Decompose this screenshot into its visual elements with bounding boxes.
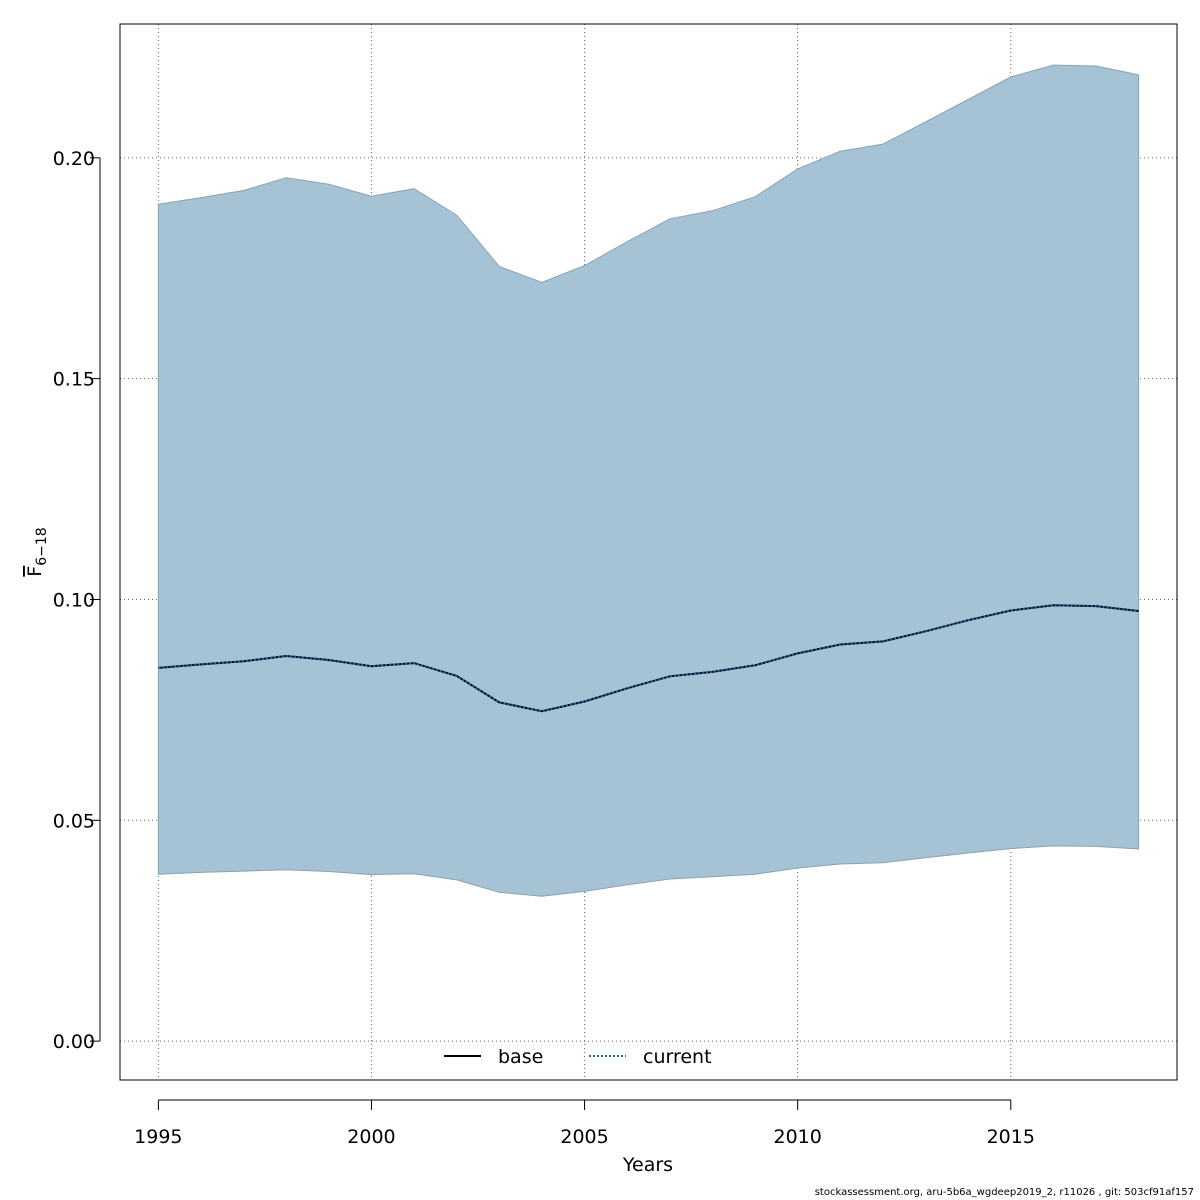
confidence-band-layer — [157, 64, 1140, 897]
x-tick-label-2000: 2000 — [347, 1126, 395, 1148]
x-axis-title: Years — [622, 1154, 673, 1176]
y-axis-title-main: F — [24, 566, 46, 577]
legend-label-base: base — [498, 1046, 543, 1068]
x-tick-label-2005: 2005 — [560, 1126, 608, 1148]
confidence-band — [157, 64, 1140, 897]
y-axis-title-subscript: 6−18 — [34, 527, 50, 565]
y-tick-label-0.00: 0.00 — [53, 1031, 95, 1053]
y-tick-label-0.15: 0.15 — [53, 369, 95, 391]
plot-frame — [119, 23, 1178, 1081]
svg-text:F6−18: F6−18 — [24, 527, 50, 576]
x-tick-label-1995: 1995 — [134, 1126, 182, 1148]
y-tick-label-0.20: 0.20 — [53, 148, 95, 170]
series-layer — [158, 604, 1139, 713]
legend-label-current: current — [643, 1046, 712, 1068]
footer-note: stockassessment.org, aru-5b6a_wgdeep2019… — [814, 1187, 1194, 1198]
x-tick-label-2015: 2015 — [987, 1126, 1035, 1148]
series-line-current — [158, 604, 1139, 713]
y-axis-title: F6−18 — [24, 527, 50, 576]
legend: base current — [444, 1046, 712, 1068]
y-tick-label-0.10: 0.10 — [53, 589, 95, 611]
x-tick-label-2010: 2010 — [773, 1126, 821, 1148]
y-tick-label-0.05: 0.05 — [53, 810, 95, 832]
axes-layer: 1995 2000 2005 2010 2015 0.00 0.05 0.10 0.15 0.20 — [53, 23, 1178, 1148]
